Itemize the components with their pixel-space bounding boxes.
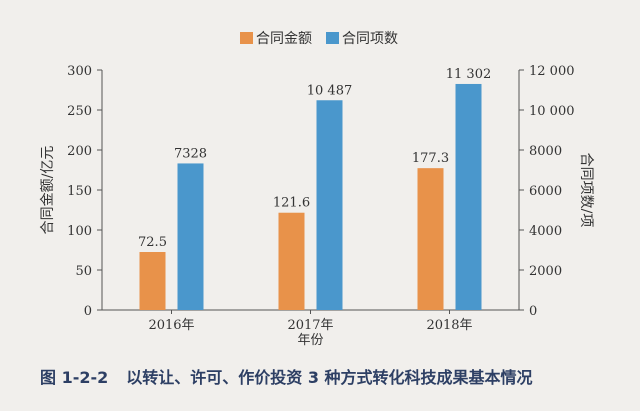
data-label-contract-amount: 177.3 xyxy=(412,151,449,166)
data-label-contract-amount: 121.6 xyxy=(273,196,310,211)
chart-svg: 0 50 100 150 200 250 300 0 2000 4000 6000 8000 10 00… xyxy=(40,31,594,348)
bar-contract-count xyxy=(455,83,482,311)
caption-text: 以转让、许可、作价投资 3 种方式转化科技成果基本情况 xyxy=(126,368,533,387)
y-left-tick-label: 150 xyxy=(67,184,92,199)
bar-contract-amount xyxy=(417,168,444,310)
x-axis-title: 年份 xyxy=(297,333,323,348)
legend-swatch-contract-amount xyxy=(240,32,253,44)
data-label-contract-count: 11 302 xyxy=(446,67,492,82)
bar-contract-count xyxy=(177,163,204,310)
x-tick-label: 2018年 xyxy=(426,318,472,333)
y-right-axis-title: 合同项数/项 xyxy=(578,153,594,228)
y-left-axis-title: 合同金额/亿元 xyxy=(40,146,56,235)
data-label-contract-count: 7328 xyxy=(174,146,207,161)
bar-contract-count xyxy=(316,100,343,310)
y-right-tick-label: 2000 xyxy=(529,264,562,279)
legend-label-contract-count: 合同项数 xyxy=(342,31,398,47)
y-left-tick-label: 0 xyxy=(84,304,92,319)
y-right-tick-label: 0 xyxy=(529,304,537,319)
bar-contract-amount xyxy=(139,252,166,310)
y-left-tick-label: 50 xyxy=(75,264,92,279)
y-right-tick-label: 10 000 xyxy=(529,104,575,119)
y-right-tick-label: 4000 xyxy=(529,224,562,239)
figure-caption: 图 1-2-2 以转让、许可、作价投资 3 种方式转化科技成果基本情况 xyxy=(40,364,551,388)
y-left-tick-label: 200 xyxy=(67,144,92,159)
bar-contract-amount xyxy=(278,212,305,310)
x-tick-label: 2017年 xyxy=(287,318,333,333)
y-right-tick-label: 8000 xyxy=(529,144,562,159)
y-right-tick-label: 6000 xyxy=(529,184,562,199)
data-label-contract-amount: 72.5 xyxy=(138,235,167,250)
x-tick-label: 2016年 xyxy=(148,318,194,333)
y-left-tick-label: 100 xyxy=(67,224,92,239)
legend-swatch-contract-count xyxy=(326,32,339,44)
caption-number: 图 1-2-2 xyxy=(40,368,109,387)
y-left-tick-label: 250 xyxy=(67,104,92,119)
legend-label-contract-amount: 合同金额 xyxy=(256,31,312,47)
y-right-tick-label: 12 000 xyxy=(529,64,575,79)
y-left-tick-label: 300 xyxy=(67,64,92,79)
data-label-contract-count: 10 487 xyxy=(307,83,353,98)
